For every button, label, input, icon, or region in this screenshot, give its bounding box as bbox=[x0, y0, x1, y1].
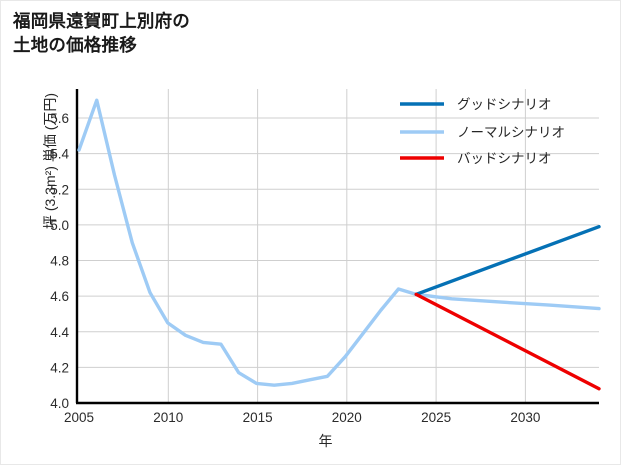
y-tick-labels: 4.0 4.2 4.4 4.6 4.8 5.0 5.2 5.4 5.6 bbox=[50, 111, 69, 411]
x-tick-label: 2010 bbox=[153, 410, 183, 425]
axis-spines bbox=[75, 89, 599, 405]
chart-title: 福岡県遠賀町上別府の 土地の価格推移 bbox=[13, 11, 190, 56]
y-tick-label: 4.4 bbox=[50, 325, 69, 340]
x-axis-label: 年 bbox=[318, 433, 333, 449]
y-tick-label: 5.4 bbox=[50, 147, 69, 162]
x-axis-label-wrap: 年 bbox=[1, 431, 621, 451]
chart-legend: グッドシナリオ ノーマルシナリオ バッドシナリオ bbox=[400, 97, 565, 166]
y-axis-label: 坪 (3.3m²) 単価 (万円) bbox=[42, 92, 58, 230]
series-lines bbox=[77, 98, 601, 391]
x-tick-label: 2015 bbox=[243, 410, 273, 425]
y-gridlines bbox=[76, 117, 599, 368]
y-tick-label: 5.6 bbox=[50, 111, 69, 126]
series-line-good bbox=[414, 224, 601, 297]
y-tick-label: 5.2 bbox=[50, 182, 69, 197]
y-tick-label: 4.2 bbox=[50, 360, 69, 375]
legend-item-bad[interactable]: バッドシナリオ bbox=[400, 151, 552, 166]
x-tick-label: 2025 bbox=[421, 410, 451, 425]
x-tick-labels: 2005 2010 2015 2020 2025 2030 bbox=[64, 410, 540, 425]
legend-label-normal: ノーマルシナリオ bbox=[457, 125, 565, 140]
legend-item-normal[interactable]: ノーマルシナリオ bbox=[400, 125, 565, 140]
x-tick-label: 2020 bbox=[332, 410, 362, 425]
y-tick-label: 4.8 bbox=[50, 254, 69, 269]
series-line-bad bbox=[414, 292, 601, 391]
legend-label-good: グッドシナリオ bbox=[457, 97, 552, 112]
x-tick-label: 2030 bbox=[510, 410, 540, 425]
legend-label-bad: バッドシナリオ bbox=[457, 151, 552, 166]
series-line-normal bbox=[77, 98, 601, 387]
y-tick-label: 5.0 bbox=[50, 218, 69, 233]
legend-item-good[interactable]: グッドシナリオ bbox=[400, 97, 552, 112]
x-tick-label: 2005 bbox=[64, 410, 94, 425]
y-tick-label: 4.6 bbox=[50, 289, 69, 304]
y-tick-label: 4.0 bbox=[50, 396, 69, 411]
